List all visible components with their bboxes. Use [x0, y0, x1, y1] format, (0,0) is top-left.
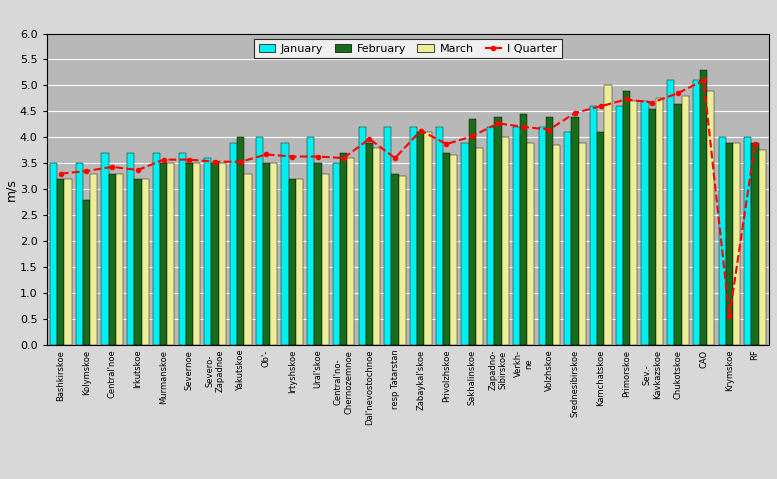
Bar [373, 148, 380, 345]
Bar [307, 137, 315, 345]
Bar [528, 143, 535, 345]
Bar [263, 163, 270, 345]
Bar [179, 153, 186, 345]
Bar [476, 148, 483, 345]
Y-axis label: m/s: m/s [4, 178, 17, 201]
Bar [494, 116, 501, 345]
Bar [358, 127, 366, 345]
Bar [245, 174, 252, 345]
Bar [744, 137, 751, 345]
Bar [75, 163, 83, 345]
Bar [410, 127, 417, 345]
Bar [443, 153, 450, 345]
Bar [545, 116, 553, 345]
Bar [487, 127, 494, 345]
Bar [109, 174, 116, 345]
Bar [186, 163, 193, 345]
Bar [134, 179, 141, 345]
Bar [347, 158, 354, 345]
Bar [462, 143, 469, 345]
Bar [538, 127, 545, 345]
Bar [623, 91, 630, 345]
Bar [57, 179, 64, 345]
Bar [417, 132, 424, 345]
Bar [399, 176, 406, 345]
Bar [322, 174, 329, 345]
Bar [230, 143, 237, 345]
Bar [385, 127, 392, 345]
Bar [90, 174, 97, 345]
Bar [469, 119, 476, 345]
Bar [719, 137, 726, 345]
Bar [700, 70, 707, 345]
Bar [605, 85, 611, 345]
Bar [153, 153, 160, 345]
Bar [642, 101, 649, 345]
Bar [193, 163, 200, 345]
Bar [656, 98, 663, 345]
Bar [726, 143, 733, 345]
Bar [256, 137, 263, 345]
Bar [204, 158, 211, 345]
Bar [101, 153, 109, 345]
Bar [281, 143, 288, 345]
Bar [296, 179, 303, 345]
Bar [513, 127, 520, 345]
Bar [218, 163, 226, 345]
Bar [571, 116, 579, 345]
Bar [50, 163, 57, 345]
Bar [501, 137, 509, 345]
Bar [83, 200, 90, 345]
Bar [667, 80, 674, 345]
Bar [630, 101, 637, 345]
Bar [674, 103, 681, 345]
Bar [392, 174, 399, 345]
Bar [564, 132, 571, 345]
Bar [707, 91, 715, 345]
Bar [127, 153, 134, 345]
Bar [340, 153, 347, 345]
Bar [167, 163, 174, 345]
Bar [160, 163, 167, 345]
Bar [520, 114, 528, 345]
Bar [751, 143, 758, 345]
Bar [590, 106, 598, 345]
Bar [211, 163, 218, 345]
Bar [681, 96, 688, 345]
Bar [733, 143, 740, 345]
Bar [366, 143, 373, 345]
Legend: January, February, March, I Quarter: January, February, March, I Quarter [254, 39, 562, 58]
Bar [693, 80, 700, 345]
Bar [237, 137, 245, 345]
Bar [270, 163, 277, 345]
Bar [598, 132, 605, 345]
Bar [288, 179, 296, 345]
Bar [333, 163, 340, 345]
Bar [141, 179, 148, 345]
Bar [553, 145, 560, 345]
Bar [424, 132, 431, 345]
Bar [758, 150, 766, 345]
Bar [450, 156, 458, 345]
Bar [615, 106, 623, 345]
Bar [315, 163, 322, 345]
Bar [64, 179, 71, 345]
Bar [649, 109, 656, 345]
Bar [579, 143, 586, 345]
Bar [436, 127, 443, 345]
Bar [116, 174, 123, 345]
